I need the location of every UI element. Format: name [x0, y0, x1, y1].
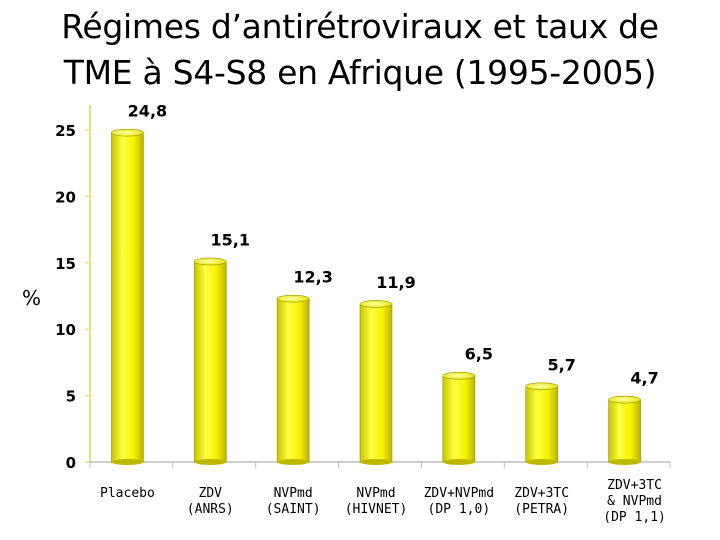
category-label-line: (ANRS)	[186, 502, 234, 517]
category-label-line: Placebo	[100, 486, 155, 501]
y-axis-label: %	[22, 286, 42, 310]
bar	[608, 399, 641, 463]
bar	[193, 261, 227, 463]
bar-base	[525, 459, 558, 465]
bar-base	[111, 459, 144, 465]
y-tick-label: 15	[55, 255, 76, 273]
y-tick-label: 25	[55, 122, 76, 140]
bar	[276, 298, 310, 463]
bar-base	[608, 459, 641, 465]
chart-title: Régimes d’antirétroviraux et taux de TME…	[0, 4, 720, 96]
bar-top	[111, 128, 144, 137]
bar-base	[194, 459, 227, 465]
category-label: ZDV+3TC & NVPmd (DP 1,1)	[580, 478, 690, 526]
bar-base	[442, 459, 475, 465]
y-tick-label: 5	[66, 388, 76, 406]
y-tick-label: 20	[55, 188, 76, 206]
category-label-line: ZDV+3TC	[514, 486, 570, 501]
bar-base	[277, 459, 310, 465]
bar-base	[360, 459, 392, 465]
category-label-line: (HIVNET)	[344, 502, 408, 517]
data-label: 24,8	[128, 102, 167, 121]
data-label: 5,7	[548, 355, 576, 374]
data-label: 6,5	[465, 345, 493, 364]
category-label-line: & NVPmd	[607, 494, 662, 509]
data-label: 11,9	[376, 273, 415, 292]
category-label-line: ZDV+3TC	[607, 478, 662, 493]
category-label: ZDV+NVPmd (DP 1,0)	[404, 486, 514, 518]
category-label-line: (DP 1,0)	[427, 502, 491, 517]
y-tick-label: 10	[55, 321, 76, 339]
bar-top	[525, 382, 559, 391]
category-label: NVPmd (SAINT)	[238, 486, 348, 518]
data-label: 12,3	[293, 268, 332, 287]
category-label-line: (DP 1,1)	[603, 510, 666, 525]
bar	[359, 303, 393, 463]
category-label-line: NVPmd	[356, 486, 396, 501]
data-label: 4,7	[630, 369, 658, 388]
title-line-2: TME à S4-S8 en Afrique (1995-2005)	[63, 53, 657, 92]
bar	[111, 132, 144, 463]
bar	[442, 375, 476, 463]
bar-top	[276, 294, 310, 303]
category-label: NVPmd (HIVNET)	[321, 486, 431, 518]
category-label-line: ZDV+NVPmd	[423, 486, 495, 501]
category-label-line: (SAINT)	[265, 502, 321, 517]
category-label: Placebo	[72, 486, 182, 502]
category-label-line: ZDV	[198, 486, 223, 501]
category-label-line: (PETRA)	[514, 502, 570, 517]
title-line-1: Régimes d’antirétroviraux et taux de	[61, 7, 659, 46]
category-label: ZDV (ANRS)	[155, 486, 265, 518]
bar-top	[193, 257, 227, 266]
data-label: 15,1	[211, 230, 250, 249]
category-label-line: NVPmd	[273, 486, 313, 501]
bar-top	[442, 371, 476, 380]
y-tick-label: 0	[66, 454, 76, 472]
bar	[525, 386, 559, 463]
category-label: ZDV+3TC (PETRA)	[487, 486, 597, 518]
bar-top	[359, 300, 393, 308]
bar-top	[608, 395, 641, 404]
